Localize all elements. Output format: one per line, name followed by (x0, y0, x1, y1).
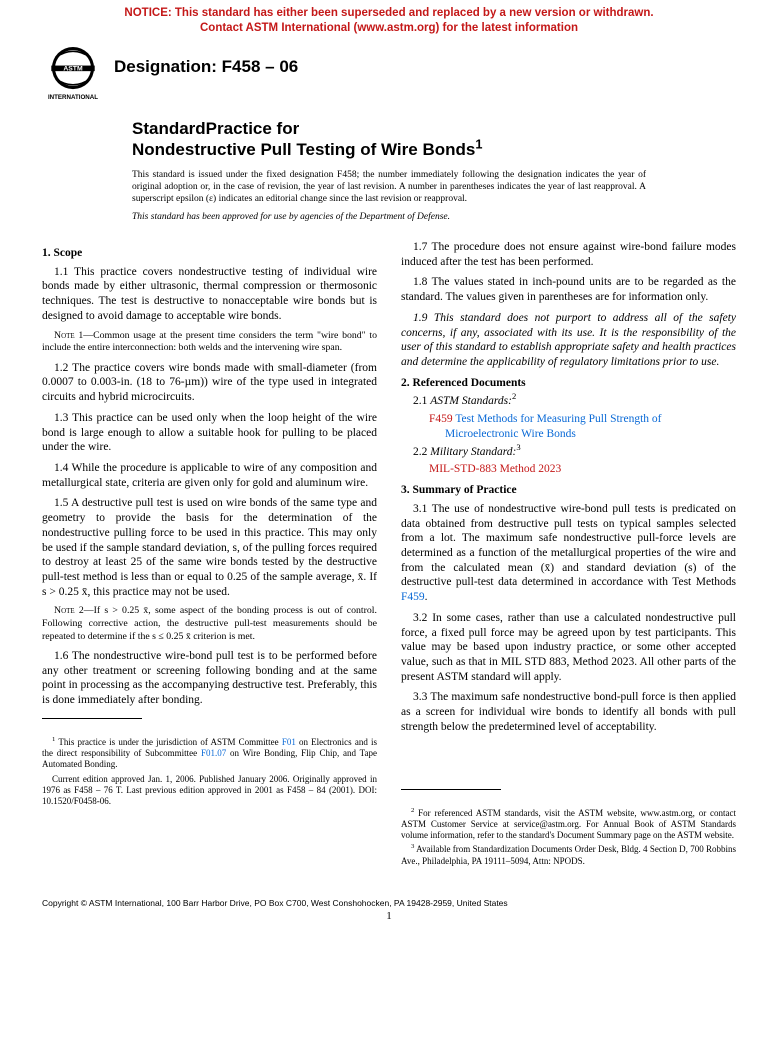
para-1-4: 1.4 While the procedure is applicable to… (42, 461, 377, 490)
link-f459-inline[interactable]: F459 (401, 591, 425, 603)
para-3-2: 3.2 In some cases, rather than use a cal… (401, 611, 736, 685)
left-column: 1. Scope 1.1 This practice covers nondes… (42, 240, 377, 870)
supersession-notice: NOTICE: This standard has either been su… (0, 0, 778, 38)
note-2: Note 2—If s > 0.25 x̄, some aspect of th… (42, 605, 377, 643)
ref-f459: F459 Test Methods for Measuring Pull Str… (445, 412, 736, 441)
para-3-3: 3.3 The maximum safe nondestructive bond… (401, 690, 736, 734)
link-f459-code[interactable]: F459 (429, 413, 453, 425)
para-1-2: 1.2 The practice covers wire bonds made … (42, 361, 377, 405)
ref-mil-std[interactable]: MIL-STD-883 Method 2023 (445, 462, 736, 477)
svg-text:ASTM: ASTM (63, 65, 83, 72)
link-f01-07[interactable]: F01.07 (201, 748, 226, 758)
para-3-1: 3.1 The use of nondestructive wire-bond … (401, 502, 736, 605)
para-1-6: 1.6 The nondestructive wire-bond pull te… (42, 649, 377, 708)
ref-2-1: 2.1 ASTM Standards:2 (417, 394, 736, 409)
scope-heading: 1. Scope (42, 246, 377, 261)
para-1-8: 1.8 The values stated in inch-pound unit… (401, 275, 736, 304)
para-1-5: 1.5 A destructive pull test is used on w… (42, 496, 377, 599)
refdocs-heading: 2. Referenced Documents (401, 376, 736, 391)
copyright-line: Copyright © ASTM International, 100 Barr… (0, 870, 778, 910)
astm-logo-icon: ASTM INTERNATIONAL (42, 42, 104, 104)
footnote-1-p2: Current edition approved Jan. 1, 2006. P… (42, 774, 377, 808)
title-line2: Nondestructive Pull Testing of Wire Bond… (132, 139, 778, 160)
designation: Designation: F458 – 06 (114, 57, 298, 89)
footnotes-left: 1 This practice is under the jurisdictio… (42, 733, 377, 808)
title-line1: StandardPractice for (132, 118, 778, 139)
dod-approval-note: This standard has been approved for use … (132, 212, 646, 222)
para-1-9: 1.9 This standard does not purport to ad… (401, 311, 736, 370)
para-1-1: 1.1 This practice covers nondestructive … (42, 265, 377, 324)
para-1-7: 1.7 The procedure does not ensure agains… (401, 240, 736, 269)
summary-heading: 3. Summary of Practice (401, 483, 736, 498)
para-1-3: 1.3 This practice can be used only when … (42, 411, 377, 455)
notice-line2: Contact ASTM International (www.astm.org… (200, 22, 578, 34)
footnote-separator-right (401, 789, 501, 794)
issuance-note: This standard is issued under the fixed … (132, 170, 646, 206)
footnotes-right: 2 For referenced ASTM standards, visit t… (401, 804, 736, 867)
footnote-1: 1 This practice is under the jurisdictio… (42, 737, 377, 771)
svg-text:INTERNATIONAL: INTERNATIONAL (48, 94, 98, 101)
link-f01[interactable]: F01 (282, 737, 296, 747)
notice-line1: NOTICE: This standard has either been su… (124, 7, 653, 19)
body-columns: 1. Scope 1.1 This practice covers nondes… (0, 232, 778, 870)
footnote-2: 2 For referenced ASTM standards, visit t… (401, 808, 736, 842)
footnote-3: 3 Available from Standardization Documen… (401, 844, 736, 867)
title-block: StandardPractice for Nondestructive Pull… (132, 118, 778, 161)
header: ASTM INTERNATIONAL Designation: F458 – 0… (0, 38, 778, 104)
link-f459-title[interactable]: Test Methods for Measuring Pull Strength… (445, 413, 662, 440)
right-column: 1.7 The procedure does not ensure agains… (401, 240, 736, 870)
page-number: 1 (0, 910, 778, 932)
ref-2-2: 2.2 Military Standard:3 (417, 445, 736, 460)
footnote-separator-left (42, 718, 142, 723)
note-1: Note 1—Common usage at the present time … (42, 330, 377, 355)
